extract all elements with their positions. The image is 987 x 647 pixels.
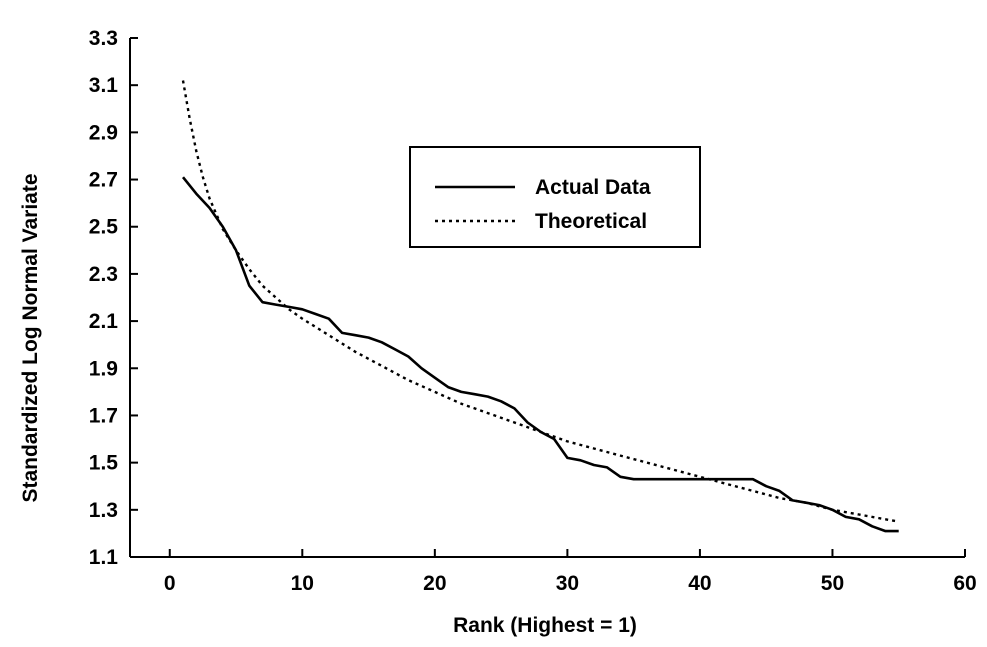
legend-label: Actual Data: [535, 176, 651, 199]
y-tick-label: 3.3: [89, 27, 118, 50]
x-tick-label: 10: [291, 572, 314, 595]
y-tick-label: 2.9: [89, 121, 118, 144]
x-tick-label: 60: [953, 572, 976, 595]
x-tick-label: 30: [556, 572, 579, 595]
y-tick-label: 2.1: [89, 310, 119, 333]
y-tick-label: 1.1: [89, 546, 119, 569]
x-tick-label: 40: [688, 572, 711, 595]
x-axis-title: Rank (Highest = 1): [453, 614, 637, 637]
y-tick-label: 2.5: [89, 216, 119, 239]
axes: 1.1 1.3 1.5 1.7 1.9 2.1 2.3 2.5 2.7 2.9 3.1 3.3 0 10 2…: [89, 27, 977, 595]
y-tick-label: 1.3: [89, 499, 118, 522]
y-tick-label: 3.1: [89, 74, 119, 97]
y-tick-label: 2.7: [89, 169, 118, 192]
legend: Actual Data Theoretical: [409, 146, 701, 248]
theoretical-series-line: [181, 80, 899, 523]
x-tick-label: 50: [821, 572, 844, 595]
series-layer: [181, 80, 899, 533]
x-tick-label: 0: [164, 572, 176, 595]
x-tick-label: 20: [423, 572, 446, 595]
y-axis-title: Standardized Log Normal Variate: [19, 173, 42, 502]
y-tick-label: 1.7: [89, 404, 118, 427]
y-tick-label: 1.9: [89, 357, 118, 380]
y-tick-label: 1.5: [89, 452, 119, 475]
legend-box: [409, 146, 701, 248]
legend-label: Theoretical: [535, 210, 647, 233]
y-tick-label: 2.3: [89, 263, 118, 286]
